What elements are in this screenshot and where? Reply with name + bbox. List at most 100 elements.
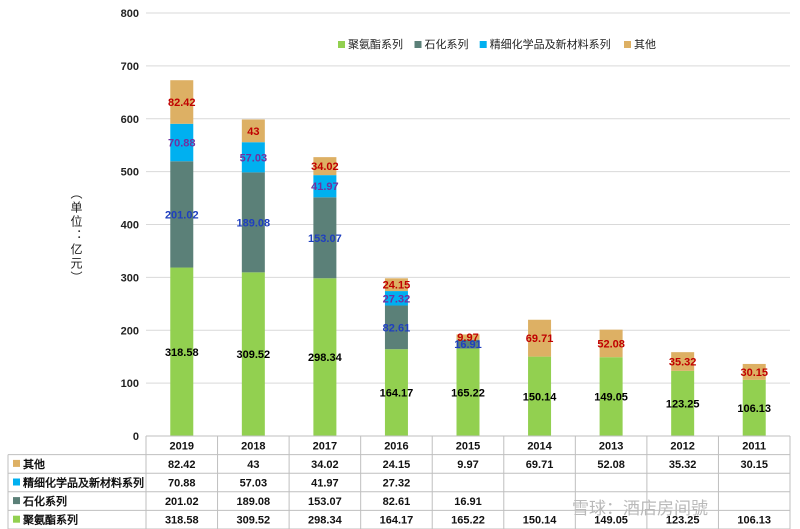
y-tick-label: 500: [121, 167, 139, 179]
x-category-label: 2014: [527, 440, 552, 452]
y-tick-label: 600: [121, 114, 139, 126]
bar-segment: [599, 329, 623, 358]
x-category-label: 2013: [599, 440, 623, 452]
table-cell: 153.07: [308, 496, 342, 508]
bar-value-label: 82.61: [383, 322, 411, 334]
table-cell: 52.08: [597, 459, 625, 471]
bar-segment: [313, 278, 337, 436]
bar-value-label: 69.71: [526, 333, 554, 345]
y-axis-label: （单位：亿元）: [69, 187, 83, 285]
bar-data-labels: 318.58 201.02 70.88 82.42 309.52 189.08 57.03 4…: [165, 97, 771, 415]
bar-segment: [384, 349, 408, 436]
table-swatch: [13, 515, 20, 523]
table-cell: 298.34: [308, 515, 343, 527]
table-cell: 57.03: [240, 478, 268, 490]
bar-value-label: 57.03: [240, 152, 268, 164]
table-cell: 34.02: [311, 459, 339, 471]
table-cell: 30.15: [740, 459, 768, 471]
bar-value-label: 123.25: [666, 398, 700, 410]
bar-value-label: 165.22: [451, 387, 485, 399]
bar-value-label: 201.02: [165, 209, 199, 221]
bar-value-label: 153.07: [308, 233, 342, 245]
legend: 聚氨酯系列 石化系列 精细化学品及新材料系列 其他: [338, 37, 656, 51]
legend-label: 其他: [634, 38, 656, 51]
table-cell: 16.91: [454, 496, 482, 508]
bar-segment: [313, 197, 337, 279]
data-table: 2019 2018 2017 2016 2015 2014 2013 2012 2011 其他 82…: [7, 435, 791, 529]
bar-segment: [384, 291, 408, 306]
bar-segment: [241, 172, 265, 273]
x-category-label: 2018: [241, 440, 265, 452]
table-swatch: [13, 497, 20, 505]
bar-value-label: 27.32: [383, 293, 411, 305]
bar-segment: [671, 370, 695, 436]
bar-segment: [170, 161, 194, 268]
bar-segment: [241, 272, 265, 436]
bar-segment: [742, 363, 766, 380]
bar-value-label: 43: [247, 126, 259, 138]
y-tick-label: 700: [121, 61, 139, 73]
table-cell: 123.25: [666, 515, 700, 527]
bar-segment: [456, 348, 480, 436]
bar-segment: [599, 357, 623, 436]
bars: [170, 80, 766, 436]
y-axis-ticks: 0 100 200 300 400 500 600 700 800: [121, 8, 139, 443]
bar-value-label: 70.88: [168, 138, 196, 150]
bar-value-label: 318.58: [165, 347, 199, 359]
bar-segment: [313, 157, 337, 176]
bar-value-label: 16.91: [454, 339, 482, 351]
bar-segment: [528, 319, 552, 357]
bar-value-label: 189.08: [237, 217, 271, 229]
bar-segment: [170, 80, 194, 124]
table-series-name: 精细化学品及新材料系列: [23, 476, 144, 490]
bar-segment: [313, 175, 337, 198]
table-swatch: [13, 459, 20, 467]
table-cell: 201.02: [165, 496, 199, 508]
table-cell: 35.32: [669, 459, 697, 471]
x-category-label: 2015: [456, 440, 480, 452]
table-cell: 70.88: [168, 478, 196, 490]
table-cell: 106.13: [737, 515, 771, 527]
table-cell: 318.58: [165, 515, 199, 527]
bar-segment: [170, 123, 194, 162]
bar-segment: [671, 352, 695, 371]
bar-segment: [742, 379, 766, 436]
bar-value-label: 149.05: [594, 392, 628, 404]
legend-swatch: [479, 41, 487, 48]
table-series-name: 聚氨酯系列: [22, 513, 78, 527]
bar-value-label: 150.14: [523, 391, 558, 403]
x-category-label: 2011: [742, 440, 766, 452]
table-cell: 27.32: [383, 478, 411, 490]
bar-segment: [456, 339, 480, 349]
bar-value-label: 298.34: [308, 352, 343, 364]
bar-segment: [456, 334, 480, 340]
table-cell: 149.05: [594, 515, 628, 527]
bar-value-label: 24.15: [383, 280, 411, 292]
table-cell: 82.61: [383, 496, 411, 508]
bar-value-label: 52.08: [597, 338, 625, 350]
bar-segment: [528, 356, 552, 436]
bar-segment: [241, 142, 265, 173]
table-cell: 9.97: [457, 459, 478, 471]
table-cell: 189.08: [237, 496, 271, 508]
bar-value-label: 41.97: [311, 181, 339, 193]
table-series-name: 石化系列: [22, 494, 67, 508]
table-cell: 150.14: [523, 515, 558, 527]
legend-swatch: [624, 41, 631, 48]
bar-segment: [384, 278, 408, 292]
bar-segment: [384, 305, 408, 350]
table-cell: 43: [247, 459, 259, 471]
legend-label: 石化系列: [425, 37, 469, 51]
table-cell: 41.97: [311, 478, 339, 490]
bar-value-label: 35.32: [669, 356, 697, 368]
table-cell: 82.42: [168, 459, 196, 471]
legend-label: 聚氨酯系列: [348, 37, 403, 51]
y-tick-label: 300: [121, 272, 139, 284]
y-tick-label: 800: [121, 8, 139, 20]
legend-swatch: [338, 41, 345, 48]
x-category-label: 2016: [384, 440, 408, 452]
x-category-label: 2017: [313, 440, 337, 452]
bar-value-label: 106.13: [737, 403, 771, 415]
watermark: 雪球：酒店房间號: [572, 499, 708, 518]
